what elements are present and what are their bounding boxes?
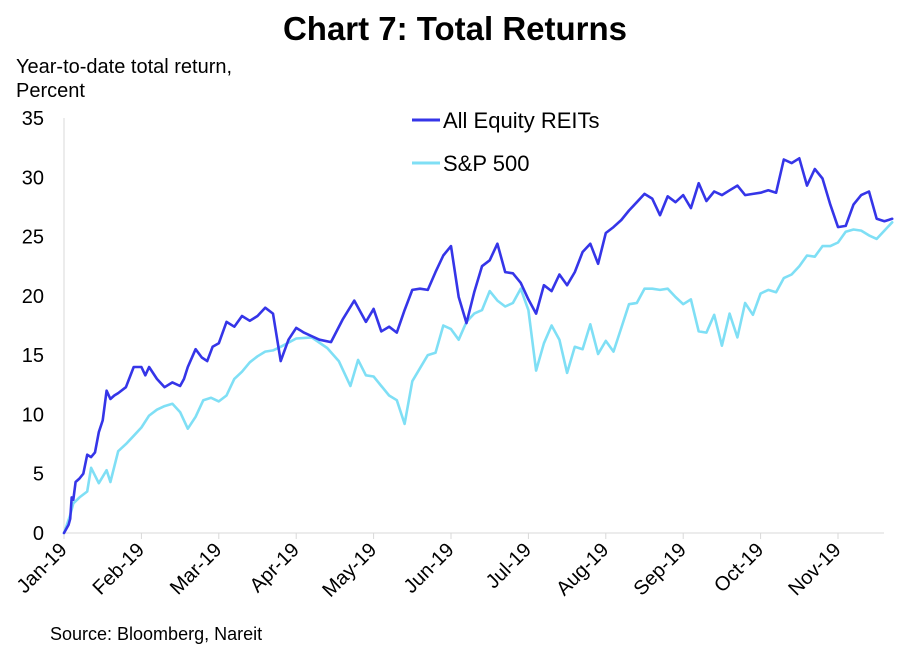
y-tick-label: 30 [22, 167, 44, 189]
legend: All Equity REITs S&P 500 [412, 108, 600, 176]
x-tick-label: Jan-19 [13, 539, 72, 598]
y-tick-label: 10 [22, 404, 44, 426]
chart-title: Chart 7: Total Returns [282, 10, 628, 47]
x-tick-label: Aug-19 [552, 539, 613, 600]
series-line-all-equity-reits [62, 157, 894, 535]
series-line-sp-500 [62, 221, 894, 535]
x-tick-label: Jun-19 [400, 539, 459, 598]
y-axis-label-line-1: Year-to-date total return, [16, 56, 233, 78]
chart-axes [63, 118, 884, 534]
series-layer [62, 157, 894, 535]
y-tick-label: 5 [33, 464, 44, 486]
y-tick-label: 25 [22, 227, 44, 249]
x-tick-label: Apr-19 [246, 539, 304, 597]
legend-label-all-equity-reits: All Equity REITs [443, 108, 600, 133]
x-tick-label: Mar-19 [166, 539, 226, 599]
x-tick-label: Jul-19 [482, 539, 536, 593]
legend-label-sp-500: S&P 500 [443, 151, 529, 176]
x-tick-label: Oct-19 [710, 539, 768, 597]
x-tick-label: Feb-19 [89, 539, 149, 599]
source-note: Source: Bloomberg, Nareit [50, 624, 263, 644]
x-tick-label: Nov-19 [784, 539, 845, 600]
y-tick-label: 35 [22, 108, 44, 130]
y-tick-label: 0 [33, 523, 44, 545]
x-tick-label: Sep-19 [630, 539, 691, 600]
x-axis-ticks: Jan-19 Feb-19 Mar-19 Apr-19 May-19 Jun-19 Jul-… [13, 533, 846, 602]
y-axis-ticks: 0 5 10 15 20 25 30 35 [22, 108, 44, 545]
y-tick-label: 20 [22, 286, 44, 308]
y-axis-label-line-2: Percent [16, 80, 85, 102]
x-tick-label: May-19 [318, 539, 381, 602]
y-tick-label: 15 [22, 345, 44, 367]
